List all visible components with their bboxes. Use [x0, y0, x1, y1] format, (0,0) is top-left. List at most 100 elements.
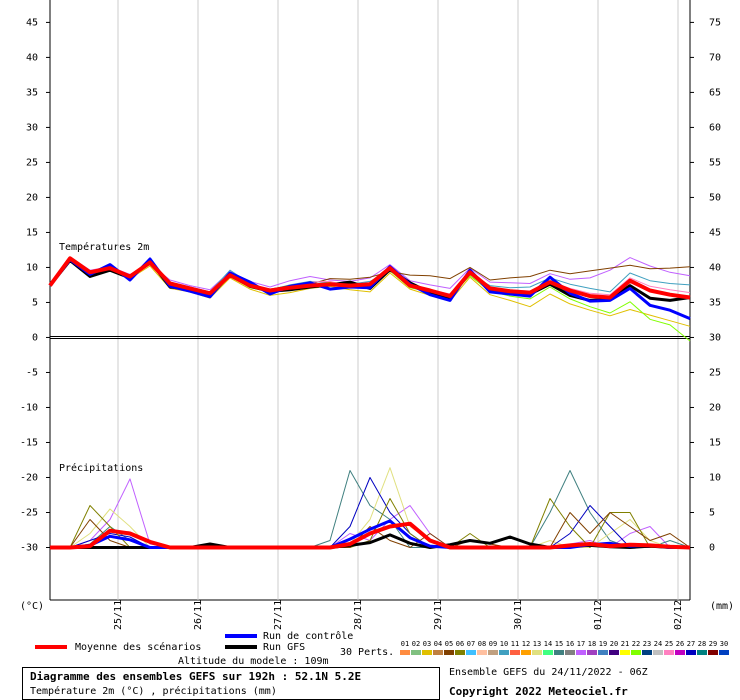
perturbation-swatch [444, 650, 454, 655]
perturbation-swatch [598, 650, 608, 655]
series-line [48, 256, 691, 300]
x-tick-label: 28/11 [353, 600, 364, 630]
y-tick-label: -10 [20, 402, 38, 413]
perturbation-label: 23 [643, 640, 651, 648]
legend-label: Run de contrôle [263, 630, 353, 642]
perturbation-swatch [554, 650, 564, 655]
perturbation-swatch [433, 650, 443, 655]
perturbation-label: 07 [467, 640, 475, 648]
perturbation-swatch [653, 650, 663, 655]
y-unit: (°C) [20, 601, 44, 612]
x-tick-label: 01/12 [593, 600, 604, 630]
y-tick-label: -20 [20, 472, 38, 483]
perturbation-swatch [400, 650, 410, 655]
y-tick-label: 10 [26, 262, 38, 273]
perturbation-label: 20 [610, 640, 618, 648]
x-tick-label: 27/11 [273, 600, 284, 630]
y2-tick-label: 40 [709, 262, 721, 273]
y2-tick-label: 70 [709, 52, 721, 63]
perturbation-swatch [631, 650, 641, 655]
y-tick-label: 20 [26, 192, 38, 203]
y2-tick-label: 5 [709, 507, 715, 518]
copyright: Copyright 2022 Meteociel.fr [449, 685, 628, 698]
y2-tick-label: 60 [709, 122, 721, 133]
y2-tick-label: 30 [709, 332, 721, 343]
x-tick-label: 30/11 [513, 600, 524, 630]
perturbation-swatch [576, 650, 586, 655]
x-tick-label: 02/12 [673, 600, 684, 630]
perturbation-label: 01 [401, 640, 409, 648]
y-tick-label: 35 [26, 87, 38, 98]
y2-tick-label: 50 [709, 192, 721, 203]
perturbation-swatch [477, 650, 487, 655]
perturbation-swatch [411, 650, 421, 655]
y2-tick-label: 55 [709, 157, 721, 168]
perturbation-swatch [466, 650, 476, 655]
perturbation-swatch [664, 650, 674, 655]
perturbation-label: 10 [500, 640, 508, 648]
perturbation-swatch [719, 650, 729, 655]
perturbation-swatch [499, 650, 509, 655]
y2-tick-label: 20 [709, 402, 721, 413]
series-line [50, 521, 691, 550]
panel-label: Températures 2m [59, 241, 149, 253]
perturbation-swatch [532, 650, 542, 655]
y-tick-label: 5 [32, 297, 38, 308]
perturbation-label: 25 [665, 640, 673, 648]
perturbation-label: 16 [566, 640, 574, 648]
perturbation-swatch [697, 650, 707, 655]
perturbation-label: 24 [654, 640, 662, 648]
y-tick-label: -30 [20, 542, 38, 553]
perturbation-label: 11 [511, 640, 519, 648]
y-tick-label: 45 [26, 17, 38, 28]
perturbation-label: 27 [687, 640, 695, 648]
altitude: Altitude du modele : 109m [178, 656, 329, 667]
chart-title: Diagramme des ensembles GEFS sur 192h : … [30, 670, 361, 683]
perturbation-swatch [620, 650, 630, 655]
legend-label: Moyenne des scénarios [75, 641, 201, 653]
perturbation-label: 06 [456, 640, 464, 648]
perturbation-label: 02 [412, 640, 420, 648]
perturbation-label: 19 [599, 640, 607, 648]
y2-tick-label: 15 [709, 437, 721, 448]
legend-label: Run GFS [263, 642, 305, 653]
x-tick-label: 26/11 [193, 600, 204, 630]
y2-tick-label: 25 [709, 367, 721, 378]
y2-tick-label: 75 [709, 17, 721, 28]
x-tick-label: 25/11 [113, 600, 124, 630]
perturbation-label: 08 [478, 640, 486, 648]
y2-unit: (mm) [710, 601, 734, 612]
perturbation-label: 03 [423, 640, 431, 648]
perturbation-swatch [686, 650, 696, 655]
y-tick-label: 0 [32, 332, 38, 343]
y-tick-label: 15 [26, 227, 38, 238]
perturbation-label: 28 [698, 640, 706, 648]
y-tick-label: -25 [20, 507, 38, 518]
x-tick-label: 29/11 [433, 600, 444, 630]
perturbation-swatch [565, 650, 575, 655]
y-tick-label: 40 [26, 52, 38, 63]
panel-label: Précipitations [59, 462, 143, 474]
perturbation-label: 05 [445, 640, 453, 648]
y2-tick-label: 35 [709, 297, 721, 308]
perturbation-swatch [521, 650, 531, 655]
perturbation-label: 13 [533, 640, 541, 648]
y2-tick-label: 0 [709, 542, 715, 553]
perturbation-label: 22 [632, 640, 640, 648]
perturbation-swatch [587, 650, 597, 655]
perturbation-label: 18 [588, 640, 596, 648]
perturbation-label: 09 [489, 640, 497, 648]
perturbation-label: 30 [720, 640, 728, 648]
perturbation-label: 04 [434, 640, 442, 648]
perturbation-label: 14 [544, 640, 552, 648]
perturbation-swatch [488, 650, 498, 655]
perturbation-label: 12 [522, 640, 530, 648]
y-tick-label: -15 [20, 437, 38, 448]
series-line [49, 259, 691, 327]
y-tick-label: -5 [26, 367, 38, 378]
perturbation-swatch [609, 650, 619, 655]
perturbation-swatch [543, 650, 553, 655]
perturbation-label: 15 [555, 640, 563, 648]
